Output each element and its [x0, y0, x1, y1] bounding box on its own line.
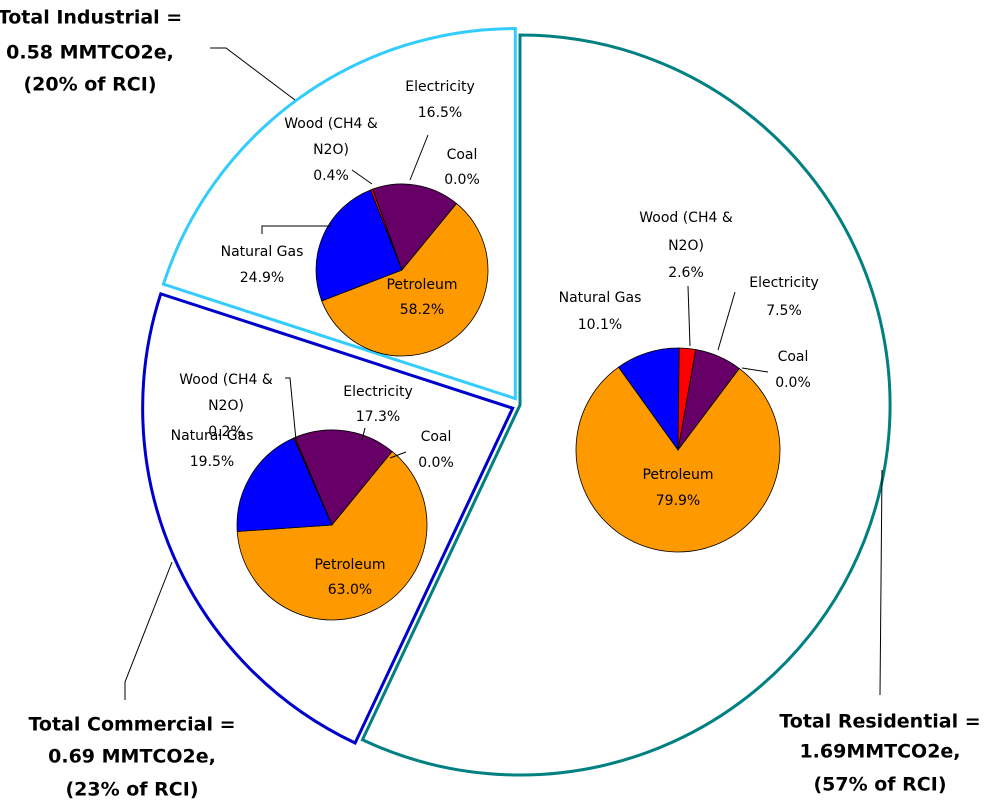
category-label: Petroleum: [642, 467, 713, 483]
leader-line: [361, 427, 366, 441]
value-label: 16.5%: [418, 105, 462, 121]
category-label: N2O): [313, 142, 349, 158]
value-label: 17.3%: [356, 409, 400, 425]
category-label: N2O): [208, 398, 244, 414]
category-label: Electricity: [405, 79, 475, 95]
category-label: Natural Gas: [559, 290, 642, 306]
leader-line: [210, 47, 296, 101]
value-label: 2.6%: [668, 265, 704, 281]
category-label: Wood (CH4 &: [179, 372, 273, 388]
slice: [315, 189, 403, 302]
sector-label: 1.69MMTCO2e,: [799, 741, 960, 763]
leader-line: [687, 285, 691, 347]
category-label: Coal: [778, 349, 809, 365]
slice: [236, 450, 428, 621]
category-label: Wood (CH4 &: [284, 116, 378, 132]
category-label: Natural Gas: [221, 244, 304, 260]
value-label: 0.0%: [775, 375, 811, 391]
leader-line: [879, 469, 883, 696]
sector-label: Total Commercial =: [28, 714, 235, 736]
sector-label: Total Industrial =: [0, 7, 182, 29]
leader-line: [409, 134, 429, 181]
leader-line: [741, 367, 769, 373]
value-label: 63.0%: [328, 582, 372, 598]
category-label: Electricity: [343, 384, 413, 400]
leader-line: [717, 291, 736, 351]
sector-label: (57% of RCI): [813, 774, 946, 796]
slice: [294, 429, 393, 526]
category-label: Coal: [421, 429, 452, 445]
value-label: 0.4%: [313, 168, 349, 184]
value-label: 58.2%: [400, 302, 444, 318]
leader-line: [389, 451, 407, 459]
leader-line: [351, 169, 373, 185]
value-label: 0.2%: [208, 424, 244, 440]
category-label: Petroleum: [314, 557, 385, 573]
category-label: Petroleum: [386, 277, 457, 293]
sector-label: (23% of RCI): [65, 779, 198, 801]
slice: [372, 183, 458, 271]
value-label: 0.0%: [444, 172, 480, 188]
slice: [677, 347, 697, 451]
value-label: 24.9%: [240, 270, 284, 286]
value-label: 79.9%: [656, 493, 700, 509]
value-label: 19.5%: [190, 454, 234, 470]
leader-line: [124, 561, 173, 700]
slice: [321, 202, 489, 357]
value-label: 10.1%: [578, 317, 622, 333]
slice: [370, 188, 403, 271]
slice: [236, 437, 333, 532]
category-label: N2O): [668, 238, 704, 254]
sector-label: 0.58 MMTCO2e,: [6, 42, 174, 64]
category-label: Natural Gas: [171, 428, 254, 444]
value-label: 7.5%: [766, 303, 802, 319]
sector-label: Total Residential =: [779, 711, 980, 733]
sector-label: 0.69 MMTCO2e,: [48, 746, 216, 768]
leader-line: [285, 377, 297, 441]
category-label: Electricity: [749, 275, 819, 291]
category-label: Coal: [447, 147, 478, 163]
category-label: Wood (CH4 &: [639, 210, 733, 226]
leader-line: [261, 225, 332, 234]
slice: [293, 437, 333, 526]
slice: [575, 366, 781, 553]
sector-label: (20% of RCI): [23, 74, 156, 96]
value-label: 0.0%: [418, 455, 454, 471]
